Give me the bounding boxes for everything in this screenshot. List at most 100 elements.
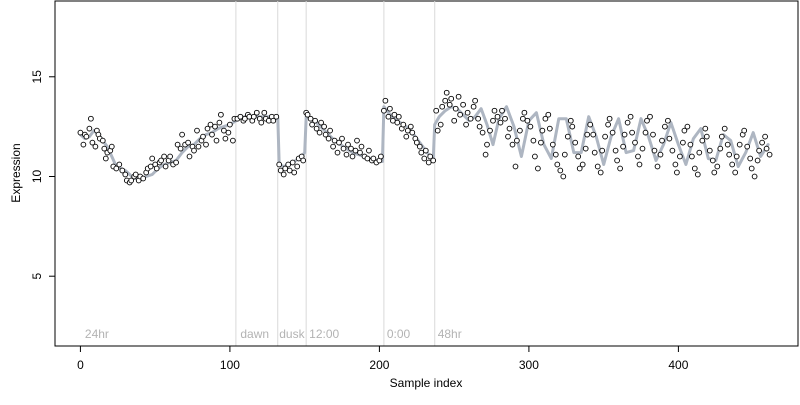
data-point (470, 103, 477, 110)
data-point (177, 145, 184, 152)
data-point (382, 97, 389, 104)
data-point (225, 129, 232, 136)
data-point (659, 137, 665, 144)
data-point (99, 137, 106, 144)
data-point (204, 125, 211, 132)
data-point (312, 117, 318, 124)
points-layer (77, 89, 773, 186)
data-point (277, 167, 284, 174)
data-point (140, 175, 147, 182)
data-point (327, 127, 333, 134)
data-point (527, 123, 534, 130)
data-point (689, 153, 695, 160)
data-point (696, 149, 703, 156)
data-point (330, 143, 336, 150)
data-point (476, 123, 483, 130)
data-point (258, 119, 265, 126)
data-point (539, 127, 546, 134)
data-point (451, 117, 458, 124)
data-point (482, 151, 489, 158)
data-point (349, 153, 356, 160)
data-point (270, 117, 277, 124)
data-point (216, 119, 223, 126)
data-point (517, 127, 523, 134)
data-point (77, 129, 84, 136)
data-point (669, 147, 676, 154)
data-point (122, 171, 129, 178)
data-point (754, 157, 761, 164)
data-point (694, 171, 701, 178)
data-point (665, 117, 671, 124)
data-point (318, 119, 324, 126)
data-point (575, 153, 582, 160)
data-point (422, 147, 429, 154)
phase-boundaries: 24hr dawn dusk 12:00 0:00 48hr (85, 1, 462, 346)
data-point (191, 147, 197, 154)
data-point (744, 143, 751, 150)
data-point (718, 133, 725, 140)
data-point (289, 159, 296, 166)
data-point (545, 111, 552, 118)
data-point (195, 143, 202, 150)
data-point (748, 165, 755, 172)
data-point (475, 115, 481, 122)
data-point (627, 113, 634, 120)
data-point (218, 111, 224, 118)
data-point (86, 125, 93, 132)
data-point (88, 115, 94, 122)
data-point (416, 143, 423, 150)
data-point (370, 155, 377, 162)
data-point (250, 113, 257, 120)
data-point (579, 161, 586, 168)
data-point (89, 139, 96, 146)
data-point (530, 137, 537, 144)
data-point (167, 153, 173, 160)
data-point (647, 113, 653, 120)
data-point (467, 115, 474, 122)
data-point (569, 123, 576, 130)
data-point (433, 107, 440, 114)
data-point (209, 131, 215, 138)
data-point (340, 145, 347, 152)
data-point (407, 123, 414, 130)
data-point (343, 151, 350, 158)
data-point (587, 121, 594, 128)
data-point (404, 127, 411, 134)
data-point (726, 151, 733, 158)
data-point (357, 149, 363, 156)
data-point (717, 145, 724, 152)
data-point (621, 131, 628, 138)
data-point (576, 165, 583, 172)
data-point (119, 167, 126, 174)
data-point (494, 113, 501, 120)
data-point (446, 101, 453, 108)
data-point (687, 141, 694, 148)
data-point (92, 143, 99, 150)
data-point (463, 121, 469, 128)
data-point (282, 165, 289, 172)
data-point (194, 127, 200, 134)
data-point (173, 159, 179, 166)
data-point (395, 113, 402, 120)
data-point (285, 161, 292, 168)
data-point (532, 153, 538, 160)
data-point (706, 147, 713, 154)
data-point (230, 137, 236, 144)
data-point (309, 121, 315, 128)
x-tick-label: 300 (519, 358, 539, 372)
data-point (635, 153, 641, 160)
data-point (321, 123, 327, 130)
data-point (614, 157, 620, 164)
data-point (439, 103, 446, 110)
data-point (149, 155, 156, 162)
data-point (590, 131, 597, 138)
data-point (212, 123, 218, 130)
phase-label: dawn (240, 327, 269, 341)
data-point (448, 95, 455, 102)
data-point (584, 131, 591, 138)
data-point (538, 139, 544, 146)
data-point (699, 137, 706, 144)
data-point (681, 127, 688, 134)
y-axis: 5 10 15 (30, 70, 56, 280)
